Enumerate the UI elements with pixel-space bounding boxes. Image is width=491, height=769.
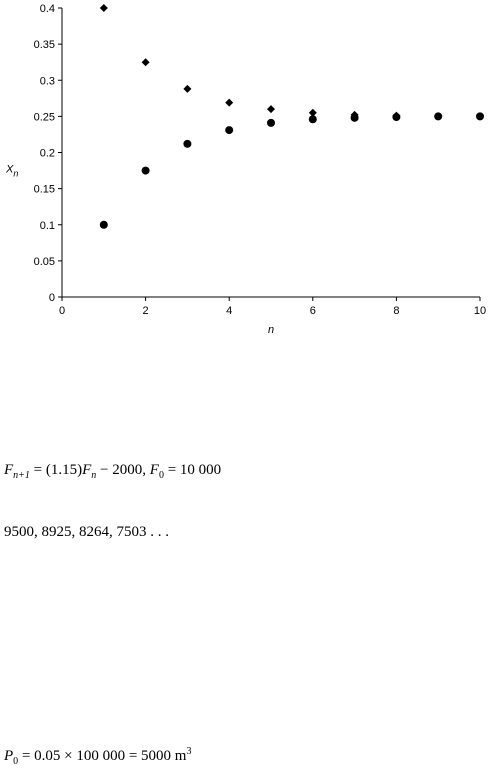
y-axis-label: Xn (5, 164, 18, 179)
equation-part: F (82, 462, 92, 478)
circle-point (434, 112, 443, 121)
circle-point (141, 166, 150, 175)
x-tick-label: 10 (474, 305, 486, 317)
circle-point (350, 113, 359, 122)
equation-part: = 0.05 × 100 000 = 5000 m (18, 748, 187, 764)
y-tick-label: 0 (49, 292, 55, 304)
circle-point (476, 112, 484, 121)
y-tick-label: 0.15 (34, 184, 55, 196)
equation-part: = (1.15) (29, 462, 83, 478)
equation: 9500, 8925, 8264, 7503 . . . (4, 524, 169, 541)
equation-part: P (4, 748, 14, 764)
y-tick-label: 0.1 (40, 220, 55, 232)
y-axis-label-part: n (13, 169, 18, 179)
y-tick-label: 0.05 (34, 256, 55, 268)
y-tick-label: 0.3 (40, 75, 55, 87)
y-tick-label: 0.2 (40, 148, 55, 160)
equation-part: = 10 000 (163, 462, 222, 478)
equation-part: F (4, 462, 14, 478)
x-tick-label: 0 (59, 305, 65, 317)
diamond-point (183, 84, 192, 93)
diamond-point (267, 105, 275, 114)
equation-part: 0 (158, 470, 164, 481)
equation: P0 = 0.05 × 100 000 = 5000 m3 (4, 746, 191, 767)
x-tick-label: 2 (143, 305, 149, 317)
y-tick-label: 0.4 (40, 3, 55, 15)
x-tick-label: 6 (310, 305, 316, 317)
equation-part: 0 (13, 756, 19, 767)
equation-part: − 2000, (96, 462, 150, 478)
x-tick-label: 8 (393, 305, 399, 317)
circle-point (225, 126, 234, 135)
diamond-point (225, 98, 234, 107)
y-tick-label: 0.25 (34, 111, 55, 123)
diamond-point (308, 108, 317, 117)
circle-point (183, 139, 192, 148)
circle-point (392, 113, 401, 122)
circle-point (267, 118, 275, 127)
circle-point (99, 220, 108, 229)
y-tick-label: 0.35 (34, 39, 55, 51)
equation: Fn+1 = (1.15)Fn − 2000, F0 = 10 000 (4, 462, 221, 481)
circle-point (308, 115, 317, 124)
x-tick-label: 4 (226, 305, 232, 317)
equation-part: n (91, 470, 97, 481)
x-axis-label: n (268, 324, 274, 336)
equation-part: n+1 (13, 470, 30, 481)
y-axis-label-part: X (5, 164, 14, 176)
diamond-point (99, 4, 108, 12)
equation-part: 3 (186, 746, 192, 757)
equation-part: F (149, 462, 159, 478)
equation-part: 9500, 8925, 8264, 7503 . . . (4, 524, 169, 540)
diamond-point (141, 58, 150, 67)
